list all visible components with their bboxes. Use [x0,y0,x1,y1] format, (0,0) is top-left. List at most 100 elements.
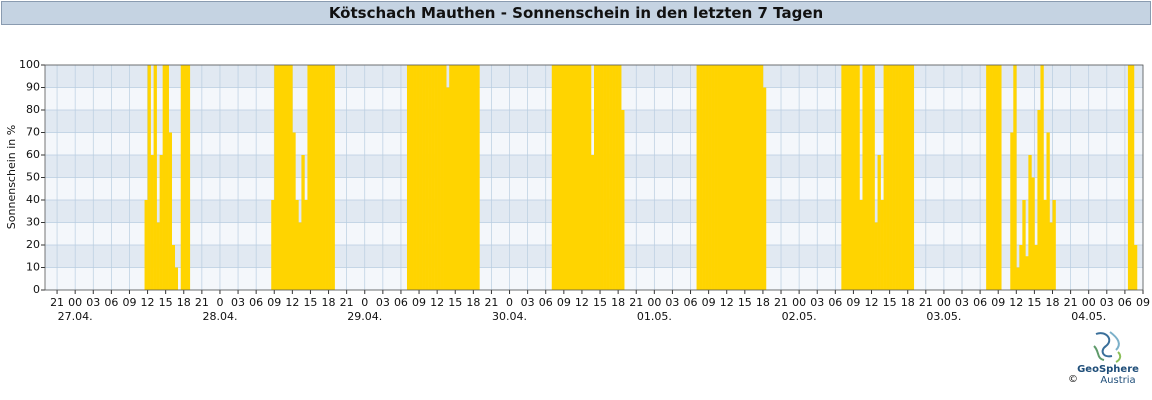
bar [1040,65,1044,290]
bar [868,65,872,290]
x-tick-label: 21 [195,296,209,309]
bar [1037,110,1041,290]
bar [458,65,462,290]
bar [741,65,746,290]
bar [452,65,456,290]
x-tick-label: 00 [68,296,82,309]
bar [554,65,559,290]
bar [907,65,912,290]
x-tick-label: 21 [484,296,498,309]
x-tick-label: 12 [1009,296,1023,309]
bar [998,65,1002,290]
bar [292,132,296,290]
date-label: 27.04. [58,310,93,323]
bar [153,65,157,290]
x-tick-label: 00 [937,296,951,309]
bar [587,65,592,290]
bar [144,200,148,290]
bar [1025,256,1029,290]
bar [856,65,860,290]
y-tick-label: 30 [26,216,40,229]
bar [301,155,305,290]
bar [289,65,293,290]
x-tick-label: 21 [50,296,64,309]
date-label: 01.05. [637,310,672,323]
x-tick-label: 0 [506,296,513,309]
date-label: 03.05. [926,310,961,323]
x-tick-label: 21 [340,296,354,309]
x-tick-label: 12 [720,296,734,309]
bar [1013,65,1017,290]
bar [995,65,999,290]
bar [892,65,896,290]
x-tick-label: 12 [575,296,589,309]
x-tick-label: 21 [629,296,643,309]
x-tick-label: 06 [394,296,408,309]
x-tick-label: 12 [141,296,155,309]
bar [735,65,740,290]
bar [313,65,317,290]
x-tick-label: 12 [285,296,299,309]
bar [898,65,902,290]
logo-sub: Austria [1100,375,1135,386]
bar [883,65,887,290]
bar [759,65,764,290]
x-tick-label: 09 [1136,296,1150,309]
bar [464,65,468,290]
bar [467,65,471,290]
bar [1034,245,1038,290]
bar [168,132,172,290]
chart-title: Kötschach Mauthen - Sonnenschein in den … [1,1,1151,25]
bar [584,65,589,290]
bar [862,65,866,290]
bar [877,155,881,290]
x-tick-label: 15 [1027,296,1041,309]
copyright: © [1068,374,1078,385]
y-axis-label: Sonnenschein in % [5,125,18,229]
x-tick-label: 03 [955,296,969,309]
bar [566,65,571,290]
x-tick-label: 12 [430,296,444,309]
x-tick-label: 09 [991,296,1005,309]
bar [271,200,275,290]
bar [597,65,601,290]
x-tick-label: 06 [684,296,698,309]
bar [331,65,335,290]
bar [304,200,308,290]
bar [280,65,284,290]
x-tick-label: 15 [883,296,897,309]
x-tick-label: 03 [810,296,824,309]
bar [563,65,568,290]
bar [1049,222,1053,290]
bar [165,65,169,290]
bar [612,65,616,290]
bar [186,65,191,290]
bar [307,65,311,290]
date-label: 04.05. [1071,310,1106,323]
bar [419,65,423,290]
bar [295,200,299,290]
bar [425,65,429,290]
bar [847,65,851,290]
x-tick-label: 15 [593,296,607,309]
x-tick-label: 09 [846,296,860,309]
bar [738,65,743,290]
y-tick-label: 10 [26,261,40,274]
x-tick-label: 09 [557,296,571,309]
bar [1022,200,1026,290]
bar [621,110,625,290]
bar [723,65,728,290]
x-tick-label: 09 [702,296,716,309]
y-tick-label: 80 [26,103,40,116]
bar [1016,267,1020,290]
x-tick-label: 18 [901,296,915,309]
bar [992,65,996,290]
bar [298,222,302,290]
x-tick-label: 00 [1082,296,1096,309]
y-tick-label: 20 [26,238,40,251]
x-tick-label: 18 [177,296,191,309]
x-tick-label: 03 [521,296,535,309]
bar [895,65,899,290]
bar [603,65,607,290]
y-tick-label: 0 [33,283,40,296]
